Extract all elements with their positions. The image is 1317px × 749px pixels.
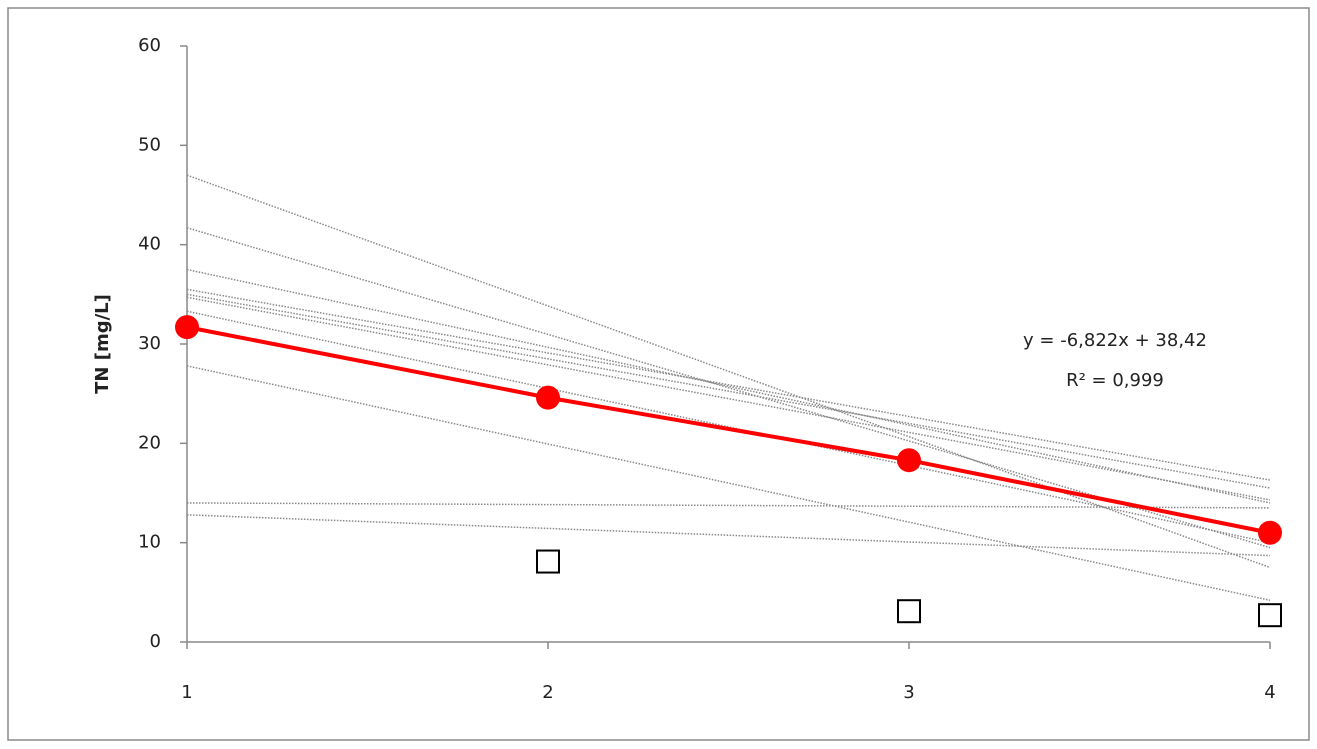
marker bbox=[1258, 520, 1282, 545]
y-tick-label: 50 bbox=[138, 134, 161, 155]
series-line bbox=[186, 325, 1271, 535]
trend-line bbox=[186, 288, 1271, 481]
trend-line bbox=[186, 296, 1271, 501]
y-tick-label: 10 bbox=[138, 532, 161, 553]
x-tick-label: 4 bbox=[1264, 682, 1275, 703]
y-tick-label: 20 bbox=[138, 432, 161, 453]
marker bbox=[1258, 603, 1282, 628]
chart-border bbox=[7, 7, 1310, 741]
y-tick-label: 60 bbox=[138, 35, 161, 56]
trend-line bbox=[186, 227, 1271, 549]
y-tick-label: 30 bbox=[138, 333, 161, 354]
marker bbox=[897, 448, 921, 473]
y-tick-label: 40 bbox=[138, 234, 161, 255]
marker bbox=[897, 599, 921, 624]
trend-line bbox=[186, 514, 1271, 557]
y-axis-title: TN [mg/L] bbox=[92, 294, 113, 394]
trend-line bbox=[186, 293, 1271, 489]
x-tick-label: 3 bbox=[903, 682, 914, 703]
y-tick-label: 0 bbox=[150, 631, 161, 652]
x-tick-label: 2 bbox=[542, 682, 553, 703]
marker bbox=[175, 315, 199, 340]
r-squared: R² = 0,999 bbox=[1066, 370, 1164, 391]
marker bbox=[536, 549, 560, 574]
marker bbox=[536, 385, 560, 410]
x-tick-label: 1 bbox=[181, 682, 192, 703]
trend-line bbox=[186, 502, 1271, 509]
equation: y = -6,822x + 38,42 bbox=[1023, 330, 1207, 351]
